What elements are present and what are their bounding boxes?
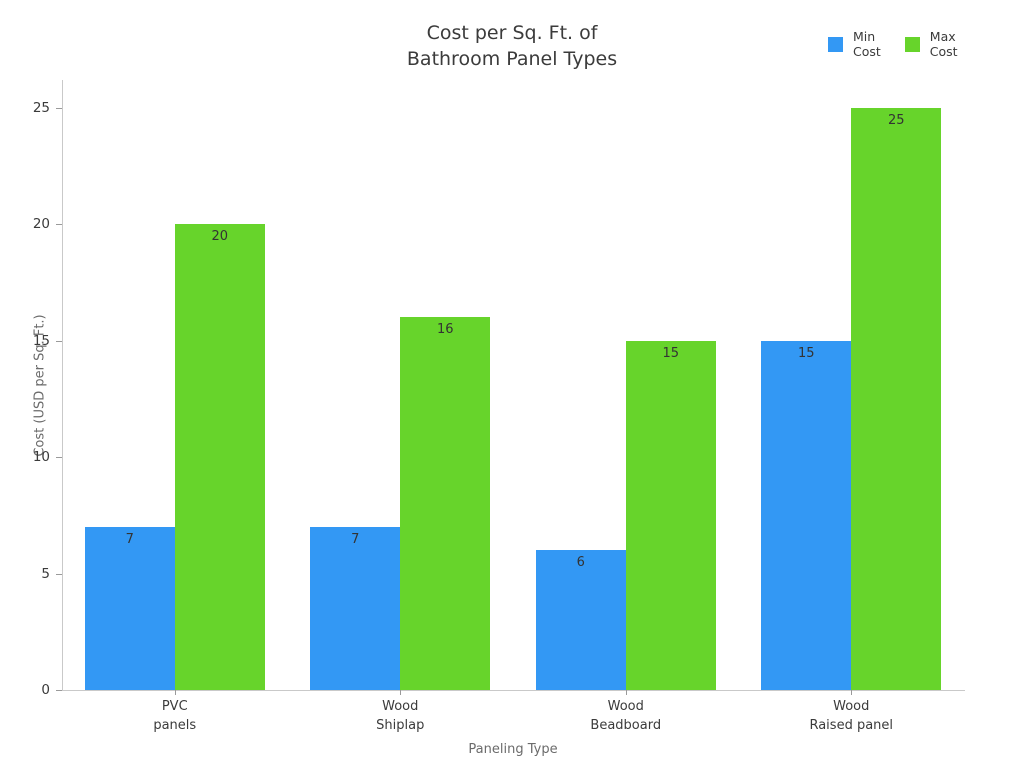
x-axis-line (62, 690, 965, 691)
bar-value-label: 25 (887, 112, 905, 128)
bar-min-cost-wood-raised-panel (761, 340, 852, 690)
y-tick-label: 0 (41, 682, 50, 698)
bar-value-label: 16 (436, 322, 454, 338)
bar-max-cost-wood-shiplap (400, 317, 491, 690)
y-tick-mark (56, 573, 62, 575)
legend-item-max-cost: Max Cost (904, 29, 958, 59)
legend-swatch-max-cost (904, 37, 920, 52)
chart-title: Cost per Sq. Ft. of Bathroom Panel Types (0, 20, 1024, 72)
y-tick-label: 20 (32, 216, 50, 233)
bar-max-cost-pvc-panels (174, 224, 265, 690)
legend: Min Cost Max Cost (828, 29, 958, 59)
x-tick-mark (851, 690, 853, 695)
legend-item-min-cost: Min Cost (828, 29, 881, 59)
y-tick-mark (56, 457, 62, 459)
bar-min-cost-pvc-panels (84, 527, 175, 690)
y-tick-label: 25 (32, 99, 50, 116)
x-tick-mark (174, 690, 176, 695)
chart-title-line-2: Bathroom Panel Types (406, 48, 618, 70)
y-tick-mark (56, 107, 62, 109)
x-tick-label: Wood Raised panel (809, 699, 894, 733)
bar-value-label: 15 (797, 345, 815, 361)
y-tick-label: 15 (32, 332, 50, 349)
bar-value-label: 7 (351, 532, 360, 548)
bar-value-label: 20 (211, 229, 229, 245)
bar-min-cost-wood-shiplap (310, 527, 401, 690)
bar-max-cost-wood-beadboard (625, 340, 716, 690)
bar-value-label: 7 (125, 532, 134, 548)
legend-label: Max Cost (929, 29, 958, 59)
bar-value-label: 15 (662, 345, 680, 361)
bar-value-label: 6 (576, 555, 585, 571)
y-tick-mark (56, 340, 62, 342)
x-tick-mark (625, 690, 627, 695)
x-tick-mark (400, 690, 402, 695)
x-tick-label: PVC panels (153, 699, 197, 733)
x-tick-label: Wood Shiplap (376, 699, 425, 733)
x-axis-title: Paneling Type (468, 742, 558, 757)
bar-min-cost-wood-beadboard (535, 550, 626, 690)
legend-swatch-min-cost (828, 37, 843, 52)
x-tick-label: Wood Beadboard (590, 699, 662, 733)
y-tick-mark (56, 690, 62, 691)
y-tick-label: 10 (32, 449, 50, 466)
y-tick-mark (56, 224, 62, 226)
legend-label: Min Cost (853, 29, 881, 59)
y-axis-line (62, 80, 63, 690)
y-tick-label: 5 (41, 565, 50, 582)
bar-max-cost-wood-raised-panel (851, 107, 942, 690)
chart-title-line-1: Cost per Sq. Ft. of (426, 22, 598, 44)
